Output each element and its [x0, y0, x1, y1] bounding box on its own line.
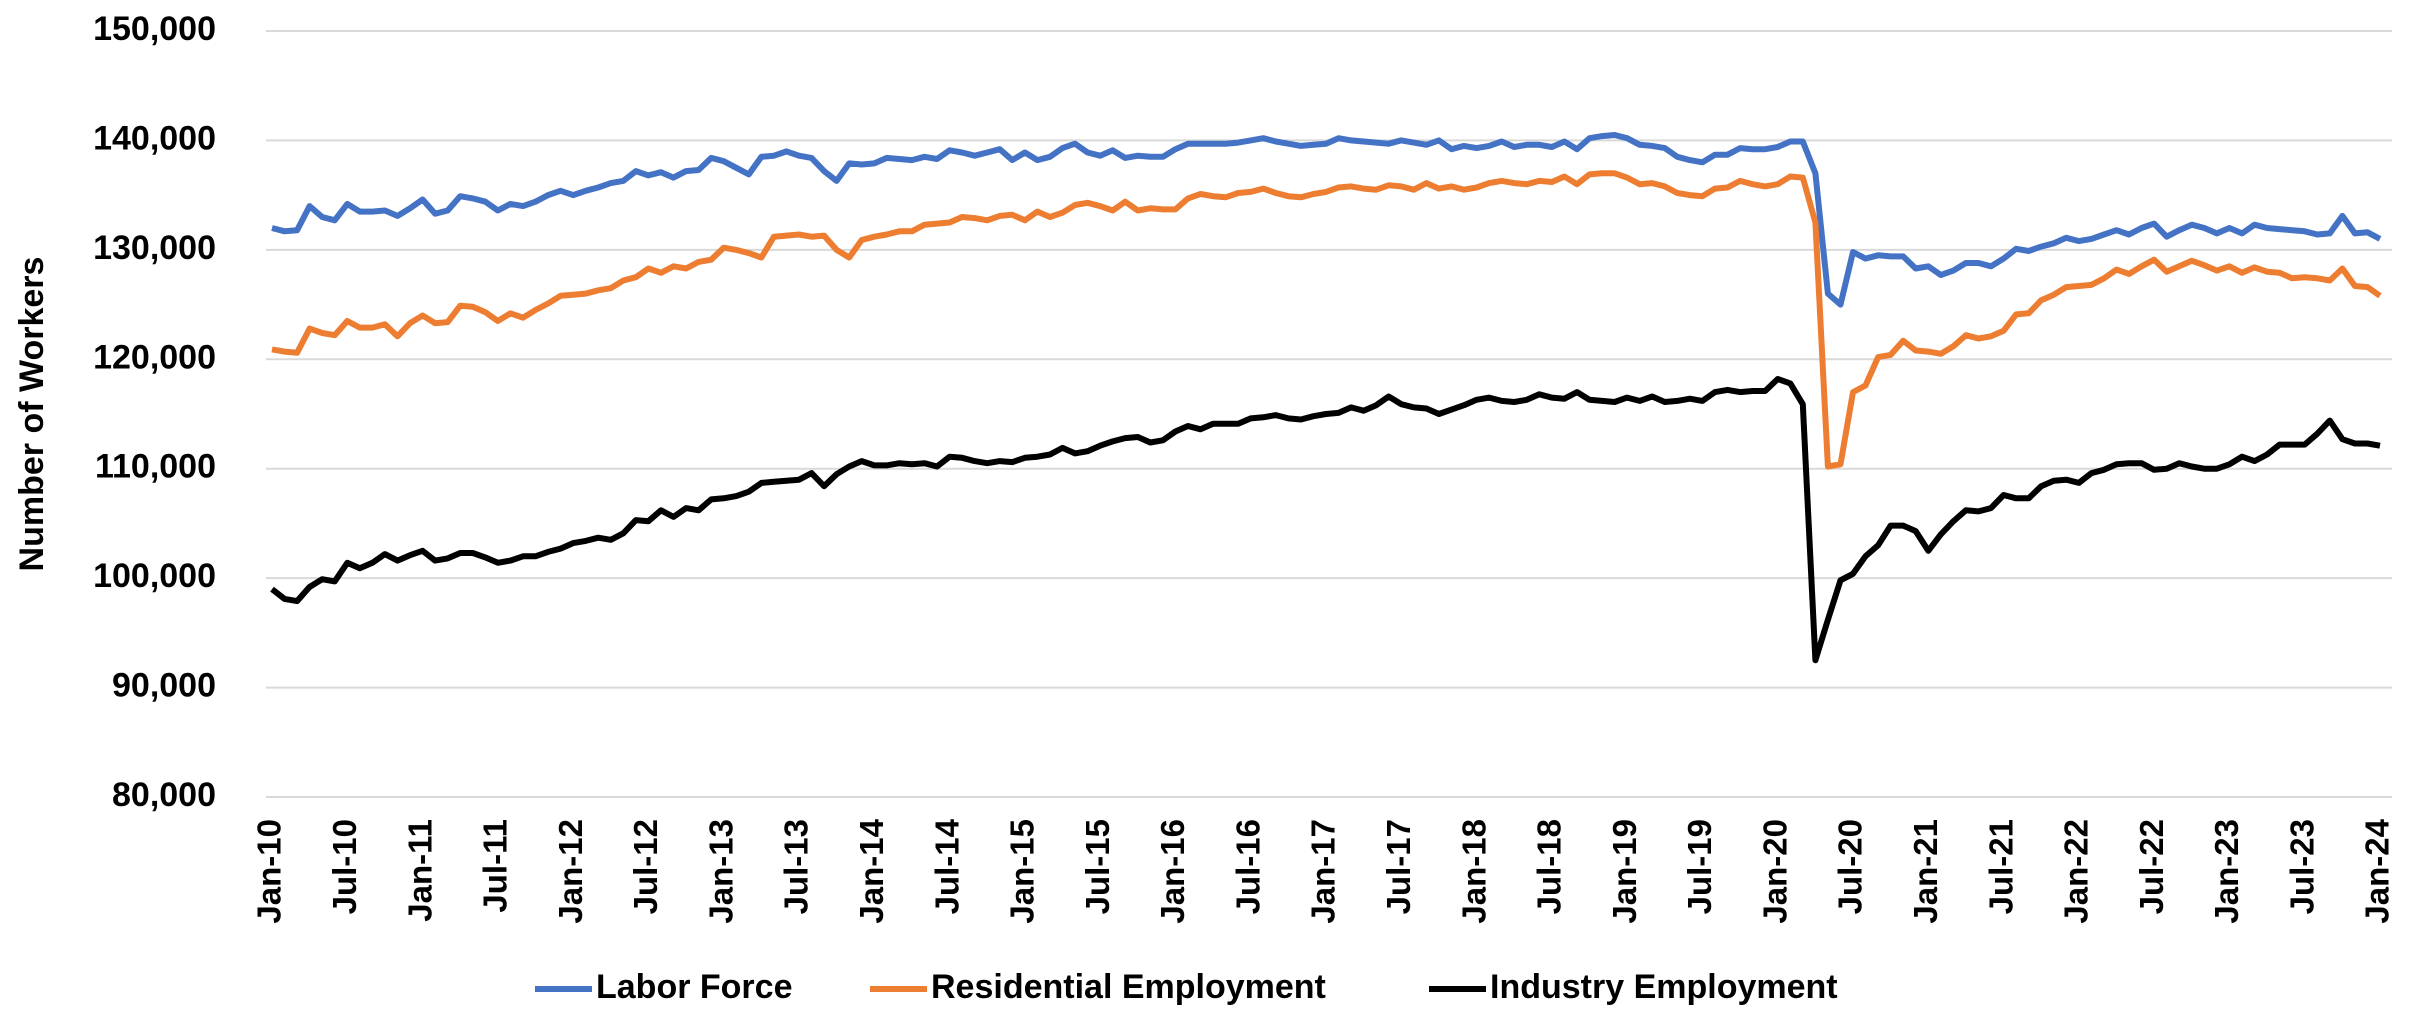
x-tick-label: Jan-23 — [2208, 819, 2245, 924]
x-tick-label: Jan-16 — [1154, 819, 1191, 924]
x-tick-label: Jul-19 — [1681, 819, 1718, 914]
x-tick-label: Jan-17 — [1305, 819, 1342, 924]
x-tick-label: Jan-18 — [1455, 819, 1492, 924]
y-tick-label: 120,000 — [93, 338, 216, 376]
y-tick-label: 130,000 — [93, 229, 216, 267]
x-tick-label: Jan-14 — [853, 818, 890, 923]
x-tick-label: Jul-20 — [1832, 819, 1869, 914]
x-tick-label: Jul-18 — [1531, 819, 1568, 914]
series-line — [271, 170, 2382, 470]
x-tick-label: Jan-15 — [1004, 819, 1041, 924]
x-tick-label: Jul-12 — [627, 819, 664, 914]
y-axis-title: Number of Workers — [13, 257, 51, 572]
legend-label: Industry Employment — [1490, 968, 1838, 1006]
x-tick-label: Jan-10 — [251, 819, 288, 924]
legend-label: Residential Employment — [931, 968, 1326, 1006]
x-tick-label: Jan-24 — [2359, 818, 2396, 923]
y-tick-label: 150,000 — [93, 10, 216, 48]
x-tick-label: Jul-23 — [2283, 819, 2320, 914]
x-tick-label: Jul-21 — [1982, 819, 2019, 914]
x-tick-label: Jul-17 — [1380, 819, 1417, 914]
x-tick-label: Jan-21 — [1907, 819, 1944, 924]
y-tick-label: 100,000 — [93, 557, 216, 595]
y-tick-label: 80,000 — [112, 776, 216, 814]
x-tick-label: Jan-12 — [552, 819, 589, 924]
x-tick-label: Jan-20 — [1756, 819, 1793, 924]
legend-label: Labor Force — [596, 968, 792, 1006]
series-line — [271, 132, 2382, 308]
x-tick-label: Jul-16 — [1229, 819, 1266, 914]
x-tick-label: Jan-11 — [401, 819, 438, 922]
x-tick-label: Jul-15 — [1079, 819, 1116, 914]
x-tick-label: Jul-22 — [2133, 819, 2170, 914]
x-tick-label: Jul-14 — [928, 818, 965, 914]
x-tick-label: Jan-13 — [702, 819, 739, 924]
x-tick-label: Jul-13 — [778, 819, 815, 914]
y-tick-label: 110,000 — [95, 448, 216, 486]
y-tick-label: 90,000 — [112, 667, 216, 705]
x-tick-label: Jan-22 — [2058, 819, 2095, 924]
x-tick-label: Jul-10 — [326, 819, 363, 914]
x-tick-label: Jul-11 — [477, 819, 514, 913]
y-tick-label: 140,000 — [93, 119, 216, 157]
series-line — [270, 376, 2381, 664]
x-tick-label: Jan-19 — [1606, 819, 1643, 924]
